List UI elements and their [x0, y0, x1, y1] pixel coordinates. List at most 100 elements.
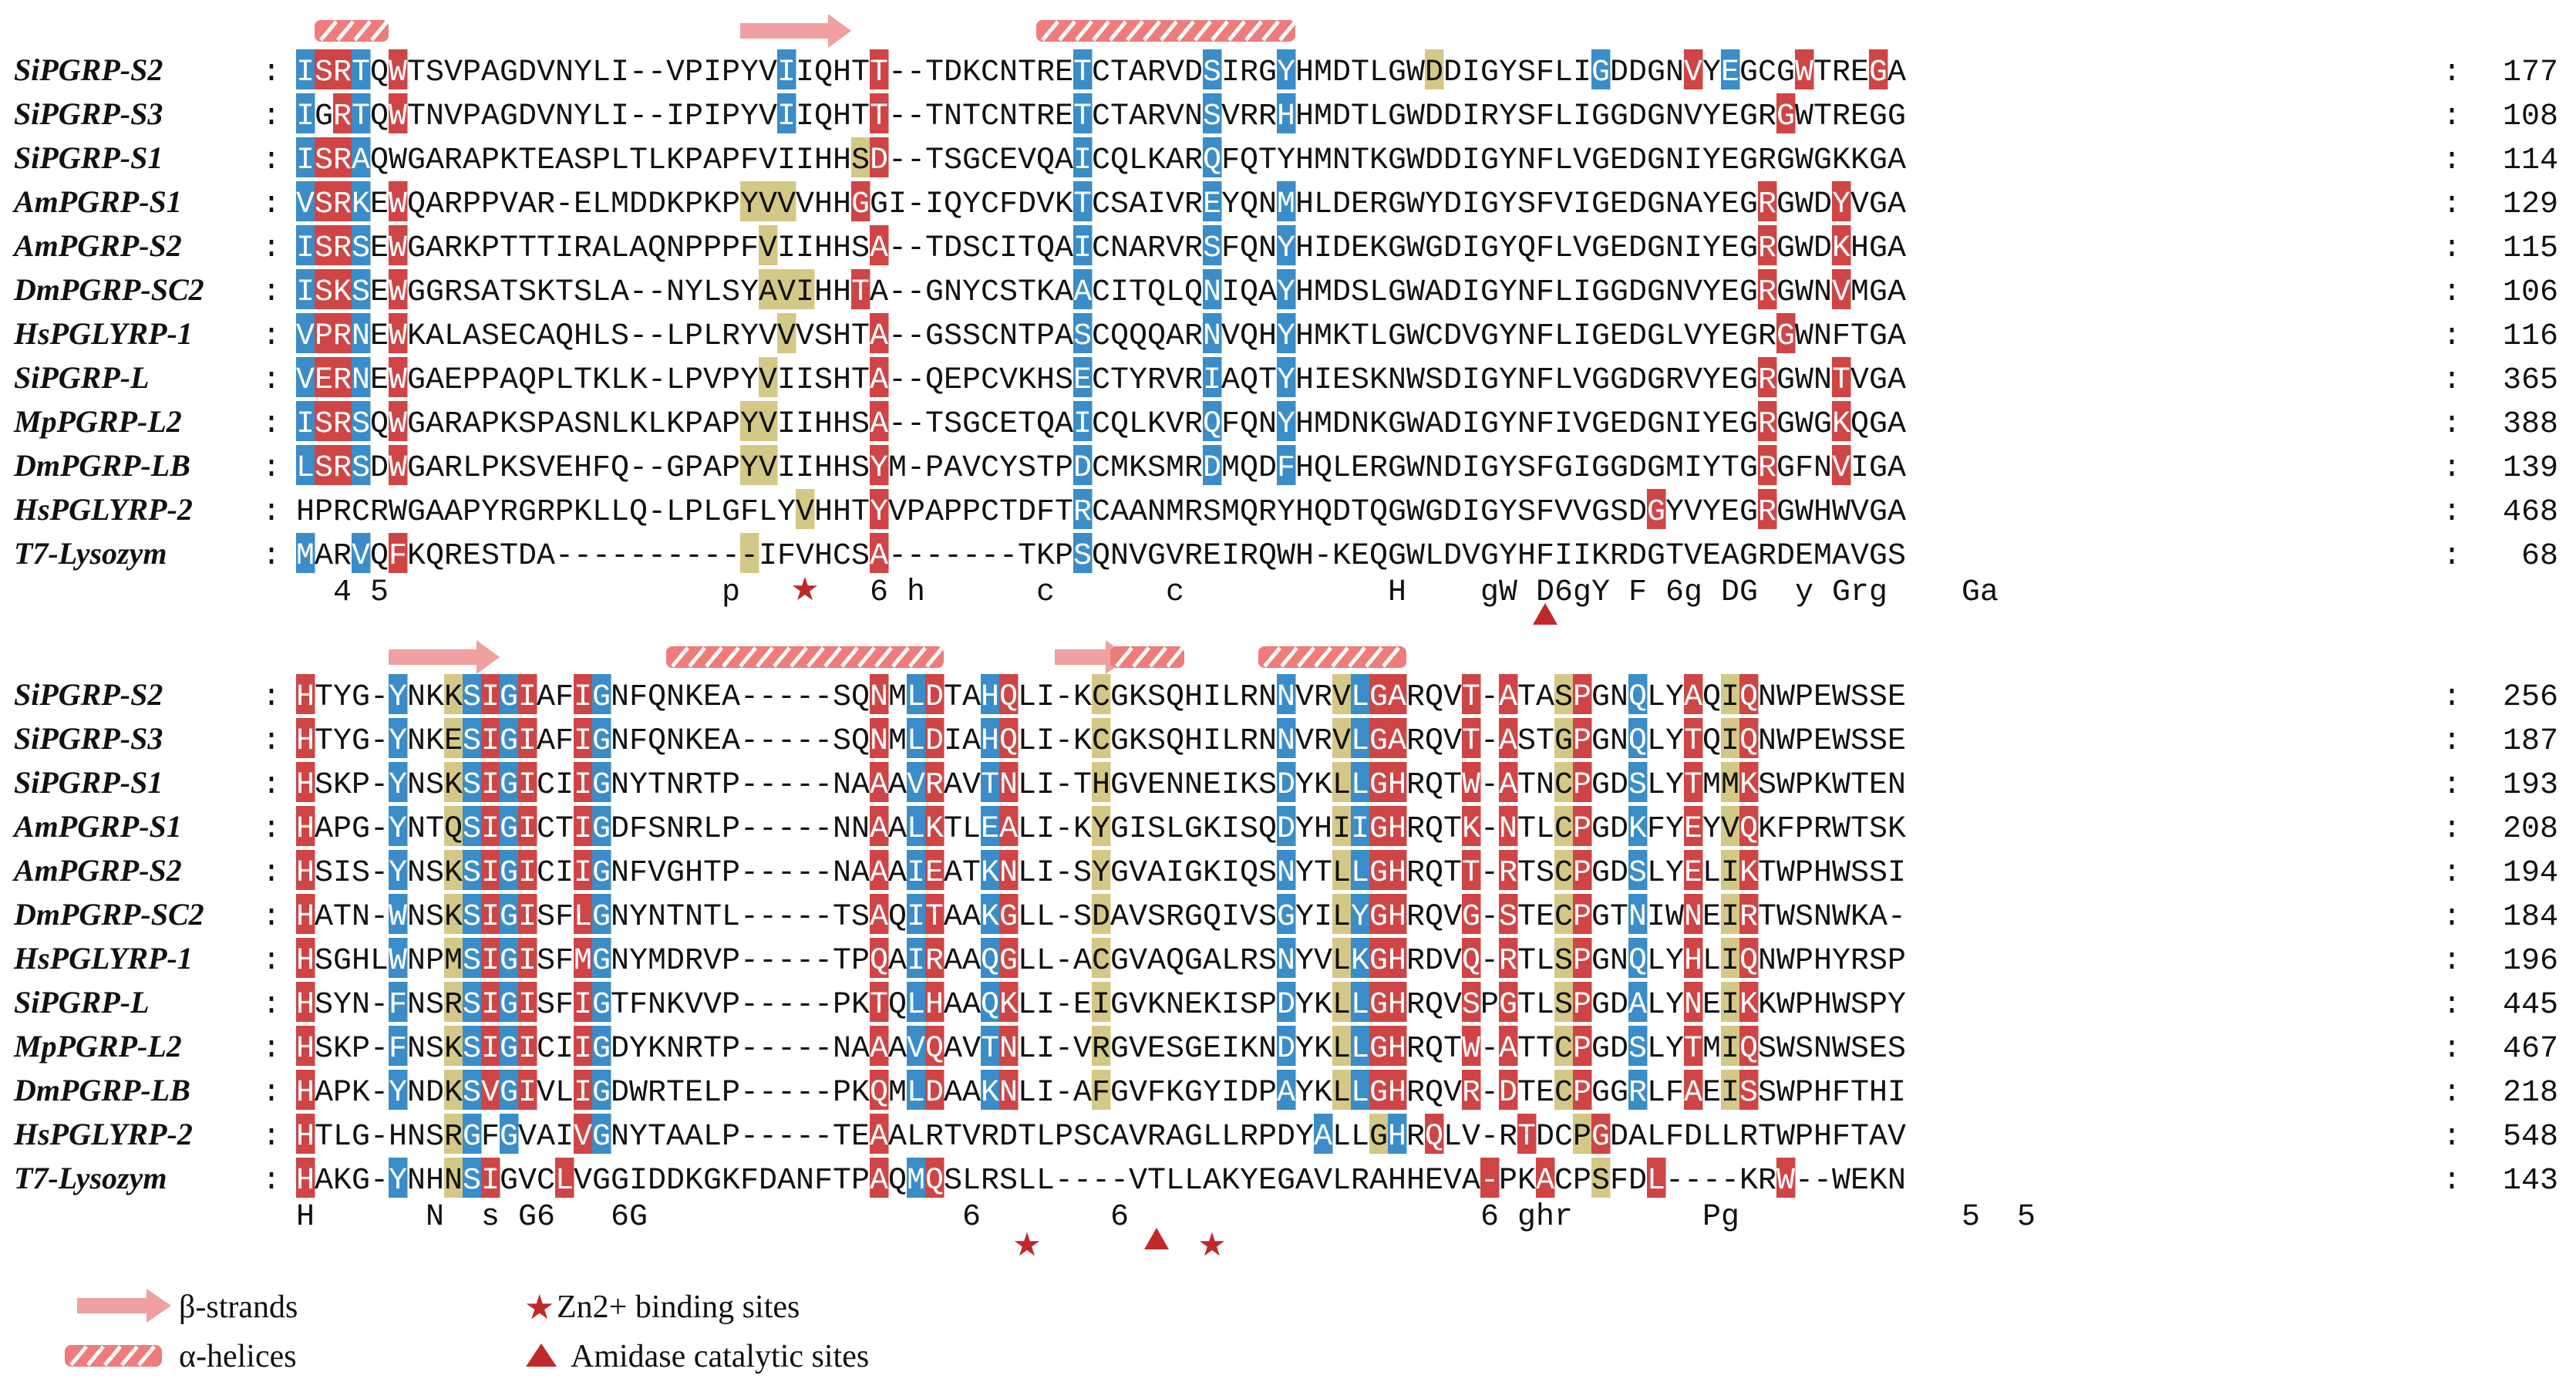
- consensus-residue: 5: [370, 575, 389, 610]
- residue: I: [481, 768, 500, 803]
- residue: E: [574, 187, 592, 222]
- residue: V: [1332, 724, 1351, 759]
- residue: Q: [1240, 275, 1258, 310]
- residue: D: [1425, 99, 1443, 134]
- residue: A: [611, 275, 629, 310]
- residue-highlight: [870, 357, 889, 397]
- residue: S: [463, 724, 481, 759]
- residue: P: [1573, 724, 1591, 759]
- residue: T: [1462, 856, 1480, 891]
- residue: Q: [1240, 407, 1258, 442]
- residue: G: [592, 1076, 611, 1111]
- residue: G: [407, 275, 426, 310]
- residue: Q: [851, 724, 870, 759]
- residue: R: [925, 944, 944, 979]
- residue: I: [481, 724, 500, 759]
- residue-highlight: [1203, 93, 1222, 133]
- residue: E: [1425, 1164, 1443, 1199]
- residue: S: [315, 768, 333, 803]
- residue: H: [1813, 944, 1832, 979]
- residue: T: [1018, 319, 1036, 354]
- consensus-residue: g: [1480, 575, 1499, 610]
- residue: G: [1388, 231, 1406, 266]
- residue: M: [1314, 56, 1332, 90]
- residue: -: [1480, 944, 1499, 979]
- residue: K: [1869, 1164, 1887, 1199]
- sequence-name: DmPGRP-LB: [13, 448, 190, 483]
- residue-highlight: [481, 674, 500, 714]
- residue: R: [537, 187, 555, 222]
- residue-highlight: [740, 401, 759, 441]
- residue: R: [685, 768, 703, 803]
- residue: V: [962, 1032, 981, 1067]
- residue: A: [481, 275, 500, 310]
- residue: Y: [1702, 407, 1721, 442]
- residue: D: [1610, 1032, 1628, 1067]
- residue: N: [426, 99, 444, 134]
- residue: G: [1869, 539, 1887, 574]
- residue: -: [907, 407, 925, 442]
- residue: A: [1073, 275, 1092, 310]
- residue: I: [518, 988, 537, 1023]
- residue: L: [1554, 363, 1573, 398]
- residue: A: [1628, 1120, 1647, 1155]
- residue-highlight: [333, 49, 352, 89]
- alignment-row: HsPGLYRP-1: H S G H L W N P M S I G I S F M G N Y M D R V P - - - - -…: [13, 938, 2558, 979]
- residue: G: [1480, 275, 1499, 310]
- residue: A: [1055, 143, 1073, 178]
- residue: E: [370, 187, 389, 222]
- residue: E: [1887, 680, 1906, 715]
- residue: L: [555, 1076, 574, 1111]
- residue: N: [1665, 407, 1684, 442]
- residue: R: [1628, 1076, 1647, 1111]
- residue: E: [444, 724, 463, 759]
- residue: S: [1758, 1032, 1776, 1067]
- residue: -: [1055, 768, 1073, 803]
- residue: I: [1036, 680, 1055, 715]
- residue: A: [1684, 187, 1702, 222]
- residue: Q: [1369, 495, 1388, 530]
- residue: G: [407, 451, 426, 486]
- separator: :: [2443, 856, 2461, 891]
- alignment-row: HsPGLYRP-1: V P R N E W K A L A S E C A Q H L S - - L P L R Y V V V S…: [13, 313, 2558, 354]
- residue: H: [1295, 143, 1314, 178]
- residue: P: [463, 99, 481, 134]
- residue-highlight: [315, 137, 334, 177]
- alignment-row: SiPGRP-S1: I S R A Q W G A R A P K T E A S P L T L K P A P F V I I H H…: [14, 137, 2558, 178]
- residue: L: [1369, 99, 1388, 134]
- residue: I: [1462, 187, 1480, 222]
- residue: H: [1295, 56, 1314, 90]
- residue: G: [1647, 231, 1665, 266]
- residue: D: [1628, 231, 1647, 266]
- end-position: 208: [2503, 812, 2558, 847]
- residue: E: [1795, 539, 1813, 574]
- residue: T: [1832, 363, 1850, 398]
- residue: A: [944, 451, 962, 486]
- residue: R: [1758, 319, 1776, 354]
- consensus-residue: H: [1388, 575, 1406, 610]
- residue: M: [648, 944, 666, 979]
- residue: T: [1684, 724, 1702, 759]
- residue: N: [666, 768, 685, 803]
- residue: P: [722, 407, 740, 442]
- residue: -: [777, 724, 796, 759]
- residue: L: [611, 231, 629, 266]
- separator: :: [2443, 1032, 2461, 1067]
- residue: L: [648, 407, 666, 442]
- residue: F: [1221, 231, 1240, 266]
- residue: H: [1517, 539, 1536, 574]
- residue: C: [981, 495, 999, 530]
- separator: :: [262, 539, 281, 574]
- residue: G: [1739, 539, 1758, 574]
- residue: G: [352, 724, 370, 759]
- residue: S: [315, 988, 333, 1023]
- residue: N: [1665, 99, 1684, 134]
- residue: I: [481, 1164, 500, 1199]
- residue: V: [1129, 1164, 1147, 1199]
- residue: T: [1758, 1120, 1776, 1155]
- residue: A: [555, 143, 574, 178]
- residue: T: [352, 56, 370, 90]
- residue: N: [407, 1120, 426, 1155]
- residue: R: [1499, 1120, 1517, 1155]
- residue: K: [1314, 768, 1332, 803]
